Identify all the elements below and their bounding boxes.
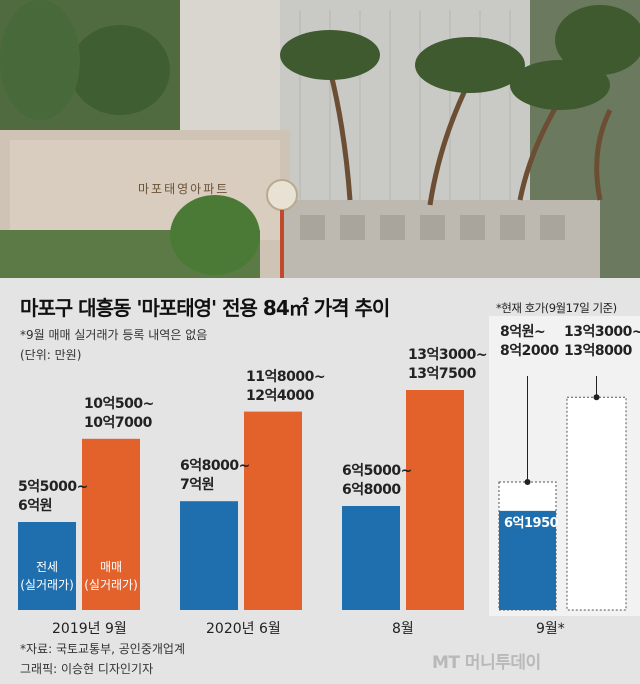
x-tick-label-2: 8월 <box>392 621 414 637</box>
data-label-maemae-1: 11억8000~ 12억4000 <box>246 368 326 404</box>
data-label-asking-maemae: 13억3000~ 13억8000 <box>564 324 640 359</box>
photo-illustration <box>0 0 640 278</box>
data-label-jeonse-0: 5억5000~ 6억원 <box>18 479 88 514</box>
bar-jeonse-0 <box>18 522 76 610</box>
x-tick-label-0: 2019년 9월 <box>52 621 127 637</box>
bar-asking-maemae <box>566 396 627 611</box>
current-asking-price-note: *현재 호가(9월17일 기준) <box>496 301 617 315</box>
bar-jeonse-3 <box>499 510 556 610</box>
graphic-credit: 그래픽: 이승현 디자인기자 <box>20 662 154 676</box>
publisher-logo: MT 머니투데이 <box>432 653 541 673</box>
chart-unit: (단위: 만원) <box>20 348 82 362</box>
data-label-jeonse-2: 6억5000~ 6억8000 <box>342 463 412 498</box>
chart-title: 마포구 대흥동 '마포태영' 전용 84㎡ 가격 추이 <box>20 296 390 320</box>
apartment-photo: 마포태영아파트 <box>0 0 640 278</box>
data-label-jeonse-1: 6억8000~ 7억원 <box>180 458 250 494</box>
bar-jeonse-1 <box>180 501 238 610</box>
data-label-jeonse-3: 6억1950 <box>504 516 559 531</box>
apartment-sign: 마포태영아파트 <box>138 182 230 196</box>
bar-maemae-2 <box>406 390 464 610</box>
data-label-maemae-2: 13억3000~ 13억7500 <box>408 347 488 382</box>
bar-jeonse-2 <box>342 506 400 610</box>
series-name-jeonse: 전세 (실거래가) <box>20 560 74 592</box>
x-tick-label-1: 2020년 6월 <box>206 621 281 637</box>
bar-maemae-1 <box>244 411 302 610</box>
data-label-asking-jeonse: 8억원~ 8억2000 <box>500 324 559 359</box>
price-chart <box>18 376 627 611</box>
x-tick-label-3: 9월* <box>536 621 565 637</box>
series-name-maemae: 매매 (실거래가) <box>84 560 138 592</box>
chart-note: *9월 매매 실거래가 등록 내역은 없음 <box>20 328 208 342</box>
data-label-maemae-0: 10억500~ 10억7000 <box>84 395 154 431</box>
source-text: *자료: 국토교통부, 공인중개업계 <box>20 642 186 656</box>
bar-maemae-0 <box>82 438 140 610</box>
asking-dot-maemae <box>593 394 600 401</box>
